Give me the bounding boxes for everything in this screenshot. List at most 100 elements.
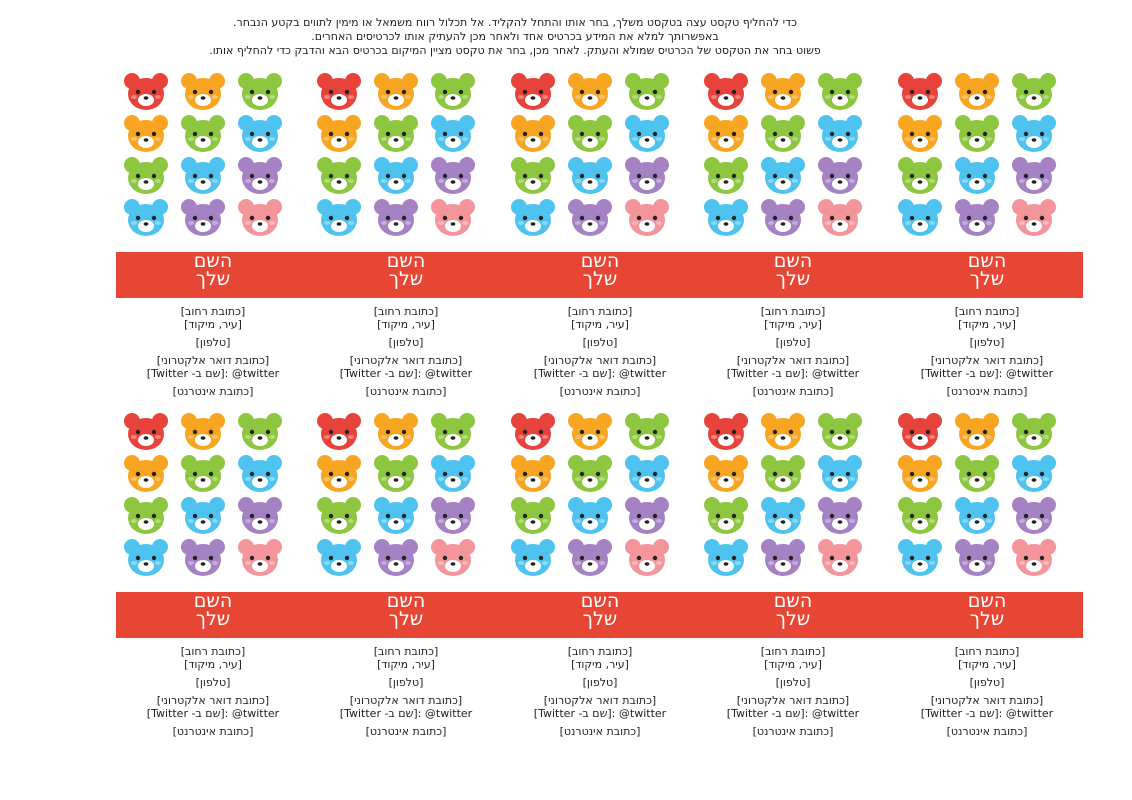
card-phone[interactable]: [טלפון] [775, 676, 811, 689]
card-city-zip[interactable]: [עיר, מיקוד] [377, 658, 435, 671]
card-name[interactable]: השם שלך [897, 250, 1077, 290]
card-name[interactable]: השם שלך [123, 250, 303, 290]
card-name-line-1[interactable]: השם [967, 590, 1007, 612]
card-name[interactable]: השם שלך [316, 590, 496, 630]
card-city-zip[interactable]: [עיר, מיקוד] [958, 658, 1016, 671]
card-contact-info[interactable]: [כתובת רחוב] [עיר, מיקוד] [טלפון] [כתובת… [123, 645, 303, 738]
card-city-zip[interactable]: [עיר, מיקוד] [764, 318, 822, 331]
card-website[interactable]: [כתובת אינטרנט] [172, 385, 254, 398]
card-phone[interactable]: [טלפון] [969, 336, 1005, 349]
card-name[interactable]: השם שלך [316, 250, 496, 290]
card-contact-info[interactable]: [כתובת רחוב] [עיר, מיקוד] [טלפון] [כתובת… [316, 305, 496, 398]
card-city-zip[interactable]: [עיר, מיקוד] [377, 318, 435, 331]
card-phone[interactable]: [טלפון] [969, 676, 1005, 689]
card-name-line-1[interactable]: השם [580, 590, 620, 612]
card-name-line-2[interactable]: שלך [388, 268, 424, 290]
card-contact-info[interactable]: [כתובת רחוב] [עיר, מיקוד] [טלפון] [כתובת… [123, 305, 303, 398]
card-name-line-1[interactable]: השם [773, 250, 813, 272]
card-contact-info[interactable]: [כתובת רחוב] [עיר, מיקוד] [טלפון] [כתובת… [510, 645, 690, 738]
card-twitter[interactable]: twitter@ :[שם ב- Twitter] [533, 707, 667, 720]
card-city-zip[interactable]: [עיר, מיקוד] [571, 318, 629, 331]
card-name-line-2[interactable]: שלך [195, 268, 231, 290]
card-website[interactable]: [כתובת אינטרנט] [946, 385, 1028, 398]
card-twitter[interactable]: twitter@ :[שם ב- Twitter] [726, 367, 860, 380]
card-email[interactable]: [כתובת דואר אלקטרוני] [349, 354, 463, 367]
card-phone[interactable]: [טלפון] [775, 336, 811, 349]
card-name-line-2[interactable]: שלך [775, 608, 811, 630]
card-name-line-1[interactable]: השם [773, 590, 813, 612]
card-contact-info[interactable]: [כתובת רחוב] [עיר, מיקוד] [טלפון] [כתובת… [897, 305, 1077, 398]
card-street[interactable]: [כתובת רחוב] [373, 305, 439, 318]
card-twitter[interactable]: twitter@ :[שם ב- Twitter] [920, 707, 1054, 720]
card-street[interactable]: [כתובת רחוב] [373, 645, 439, 658]
card-name-line-2[interactable]: שלך [969, 268, 1005, 290]
card-city-zip[interactable]: [עיר, מיקוד] [764, 658, 822, 671]
card-name-line-2[interactable]: שלך [582, 608, 618, 630]
card-name[interactable]: השם שלך [123, 590, 303, 630]
card-email[interactable]: [כתובת דואר אלקטרוני] [156, 354, 270, 367]
card-name[interactable]: השם שלך [703, 250, 883, 290]
card-city-zip[interactable]: [עיר, מיקוד] [571, 658, 629, 671]
card-name-line-2[interactable]: שלך [969, 608, 1005, 630]
card-phone[interactable]: [טלפון] [582, 676, 618, 689]
card-website[interactable]: [כתובת אינטרנט] [559, 385, 641, 398]
card-email[interactable]: [כתובת דואר אלקטרוני] [543, 694, 657, 707]
card-name[interactable]: השם שלך [897, 590, 1077, 630]
card-email[interactable]: [כתובת דואר אלקטרוני] [736, 354, 850, 367]
card-website[interactable]: [כתובת אינטרנט] [172, 725, 254, 738]
card-phone[interactable]: [טלפון] [388, 336, 424, 349]
card-city-zip[interactable]: [עיר, מיקוד] [184, 318, 242, 331]
card-name[interactable]: השם שלך [510, 250, 690, 290]
card-name-line-2[interactable]: שלך [388, 608, 424, 630]
card-name[interactable]: השם שלך [510, 590, 690, 630]
card-street[interactable]: [כתובת רחוב] [954, 645, 1020, 658]
card-street[interactable]: [כתובת רחוב] [180, 645, 246, 658]
card-name-line-1[interactable]: השם [386, 590, 426, 612]
card-email[interactable]: [כתובת דואר אלקטרוני] [543, 354, 657, 367]
card-website[interactable]: [כתובת אינטרנט] [559, 725, 641, 738]
card-name-line-1[interactable]: השם [193, 250, 233, 272]
card-street[interactable]: [כתובת רחוב] [954, 305, 1020, 318]
card-twitter[interactable]: twitter@ :[שם ב- Twitter] [533, 367, 667, 380]
card-twitter[interactable]: twitter@ :[שם ב- Twitter] [726, 707, 860, 720]
card-website[interactable]: [כתובת אינטרנט] [365, 385, 447, 398]
card-contact-info[interactable]: [כתובת רחוב] [עיר, מיקוד] [טלפון] [כתובת… [703, 305, 883, 398]
card-street[interactable]: [כתובת רחוב] [567, 305, 633, 318]
card-website[interactable]: [כתובת אינטרנט] [365, 725, 447, 738]
card-name-line-1[interactable]: השם [386, 250, 426, 272]
card-phone[interactable]: [טלפון] [388, 676, 424, 689]
card-contact-info[interactable]: [כתובת רחוב] [עיר, מיקוד] [טלפון] [כתובת… [897, 645, 1077, 738]
card-email[interactable]: [כתובת דואר אלקטרוני] [736, 694, 850, 707]
card-name-line-2[interactable]: שלך [775, 268, 811, 290]
card-contact-info[interactable]: [כתובת רחוב] [עיר, מיקוד] [טלפון] [כתובת… [510, 305, 690, 398]
card-name-line-1[interactable]: השם [193, 590, 233, 612]
card-email[interactable]: [כתובת דואר אלקטרוני] [156, 694, 270, 707]
card-email[interactable]: [כתובת דואר אלקטרוני] [349, 694, 463, 707]
card-contact-info[interactable]: [כתובת רחוב] [עיר, מיקוד] [טלפון] [כתובת… [703, 645, 883, 738]
card-phone[interactable]: [טלפון] [195, 336, 231, 349]
card-contact-info[interactable]: [כתובת רחוב] [עיר, מיקוד] [טלפון] [כתובת… [316, 645, 496, 738]
card-phone[interactable]: [טלפון] [195, 676, 231, 689]
card-phone[interactable]: [טלפון] [582, 336, 618, 349]
card-name[interactable]: השם שלך [703, 590, 883, 630]
card-city-zip[interactable]: [עיר, מיקוד] [958, 318, 1016, 331]
card-street[interactable]: [כתובת רחוב] [760, 645, 826, 658]
card-name-line-2[interactable]: שלך [582, 268, 618, 290]
card-twitter[interactable]: twitter@ :[שם ב- Twitter] [146, 367, 280, 380]
card-website[interactable]: [כתובת אינטרנט] [752, 725, 834, 738]
card-street[interactable]: [כתובת רחוב] [567, 645, 633, 658]
card-street[interactable]: [כתובת רחוב] [760, 305, 826, 318]
card-name-line-1[interactable]: השם [580, 250, 620, 272]
card-email[interactable]: [כתובת דואר אלקטרוני] [930, 354, 1044, 367]
card-website[interactable]: [כתובת אינטרנט] [946, 725, 1028, 738]
card-name-line-2[interactable]: שלך [195, 608, 231, 630]
card-twitter[interactable]: twitter@ :[שם ב- Twitter] [146, 707, 280, 720]
card-email[interactable]: [כתובת דואר אלקטרוני] [930, 694, 1044, 707]
card-twitter[interactable]: twitter@ :[שם ב- Twitter] [920, 367, 1054, 380]
card-city-zip[interactable]: [עיר, מיקוד] [184, 658, 242, 671]
card-name-line-1[interactable]: השם [967, 250, 1007, 272]
card-street[interactable]: [כתובת רחוב] [180, 305, 246, 318]
card-twitter[interactable]: twitter@ :[שם ב- Twitter] [339, 707, 473, 720]
card-twitter[interactable]: twitter@ :[שם ב- Twitter] [339, 367, 473, 380]
card-website[interactable]: [כתובת אינטרנט] [752, 385, 834, 398]
